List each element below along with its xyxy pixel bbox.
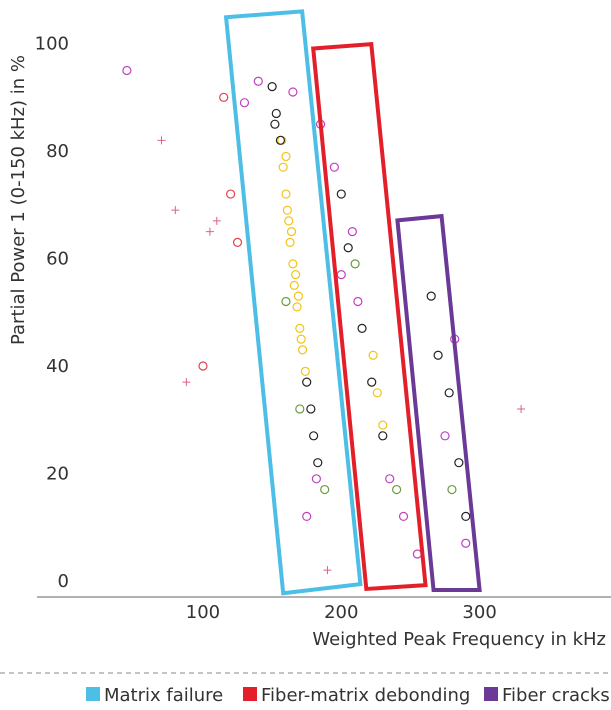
point (253, 76, 263, 86)
y-tick-label: 60 (46, 249, 69, 270)
labels: 0 20 40 60 80 100 100 200 300 (35, 34, 497, 623)
regions (223, 9, 482, 596)
y-tick-label: 80 (46, 141, 69, 162)
point (461, 538, 471, 548)
point (291, 270, 301, 280)
point (284, 216, 294, 226)
point (288, 259, 298, 269)
point (281, 151, 291, 162)
point (171, 206, 180, 215)
y-tick-label: 100 (35, 34, 69, 55)
point (182, 378, 191, 387)
point (297, 345, 308, 355)
point (336, 189, 346, 199)
point (454, 458, 464, 468)
point (426, 291, 436, 301)
point (282, 205, 292, 215)
point (350, 259, 360, 269)
point (288, 87, 298, 97)
point (302, 511, 312, 522)
y-tick-label: 0 (58, 571, 69, 592)
point (392, 484, 402, 495)
y-axis-title: Partial Power 1 (0-150 kHz) in % (8, 55, 29, 345)
point (444, 388, 454, 398)
point (347, 227, 357, 237)
point (447, 484, 457, 495)
point (293, 291, 304, 301)
x-tick-label: 200 (324, 602, 358, 623)
point (292, 302, 302, 312)
point (219, 92, 229, 102)
point (281, 296, 291, 307)
y-tick-label: 40 (46, 356, 69, 377)
point (212, 216, 221, 225)
point (309, 431, 319, 441)
point (226, 189, 236, 199)
legend-label: Matrix failure (104, 685, 223, 706)
point (286, 227, 297, 237)
x-tick-label: 100 (186, 602, 220, 623)
point (285, 237, 295, 247)
point (311, 474, 321, 484)
point (320, 484, 330, 495)
point (295, 404, 305, 414)
point (367, 377, 377, 387)
legend-label: Fiber-matrix debonding (261, 685, 470, 706)
point (461, 511, 471, 522)
legend-swatch (243, 687, 257, 701)
point (336, 270, 346, 280)
point (302, 377, 312, 387)
point (306, 404, 316, 414)
region (395, 213, 482, 593)
region (311, 42, 428, 592)
legend-swatch (484, 687, 498, 701)
point (323, 566, 332, 575)
legend-swatch (86, 687, 100, 701)
point (198, 361, 208, 371)
point (433, 350, 443, 360)
point (281, 189, 291, 199)
legend-label: Fiber cracks (502, 685, 610, 706)
points (122, 65, 526, 575)
point (296, 334, 306, 344)
point (300, 366, 310, 376)
region (223, 9, 363, 596)
point (378, 431, 388, 441)
point (239, 98, 250, 108)
point (122, 65, 132, 76)
point (157, 136, 166, 145)
point (368, 350, 378, 360)
point (517, 404, 526, 413)
point (329, 162, 339, 172)
point (270, 119, 280, 129)
point (271, 108, 281, 119)
point (378, 420, 388, 430)
point (205, 227, 214, 236)
point (372, 388, 382, 398)
point (385, 474, 395, 484)
point (232, 237, 243, 247)
x-tick-label: 300 (462, 602, 496, 623)
point (313, 458, 323, 468)
point (398, 511, 409, 522)
point (343, 243, 353, 253)
point (353, 296, 363, 307)
x-axis-title: Weighted Peak Frequency in kHz (312, 629, 606, 650)
point (295, 323, 305, 333)
point (357, 323, 367, 333)
point (267, 81, 277, 92)
point (440, 431, 450, 441)
point (275, 135, 286, 145)
y-tick-label: 20 (46, 464, 69, 485)
point (289, 280, 299, 290)
legend: Matrix failure Fiber-matrix debonding Fibe… (86, 685, 610, 706)
point (278, 162, 288, 172)
